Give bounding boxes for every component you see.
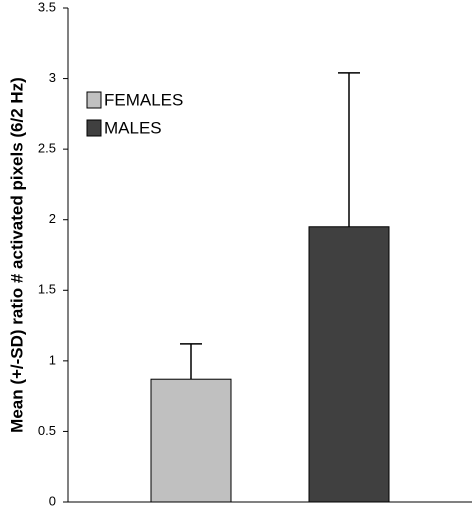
- legend-swatch: [86, 91, 102, 109]
- y-axis-label: Mean (+/-SD) ratio # activated pixels (6…: [7, 77, 26, 433]
- bar: [308, 226, 390, 503]
- y-tick-label: 3: [49, 70, 56, 85]
- error-bar: [180, 343, 202, 380]
- legend-swatch: [86, 119, 102, 137]
- bar: [150, 378, 232, 503]
- error-bar: [338, 72, 360, 227]
- y-tick-label: 1: [49, 352, 56, 367]
- y-tick-label: 0.5: [38, 423, 56, 438]
- y-tick-label: 2: [49, 211, 56, 226]
- legend-label: FEMALES: [104, 90, 183, 109]
- legend-label: MALES: [104, 118, 162, 137]
- y-tick-label: 3.5: [38, 0, 56, 14]
- y-tick-label: 0: [49, 493, 56, 508]
- y-tick-label: 2.5: [38, 141, 56, 156]
- y-tick-label: 1.5: [38, 282, 56, 297]
